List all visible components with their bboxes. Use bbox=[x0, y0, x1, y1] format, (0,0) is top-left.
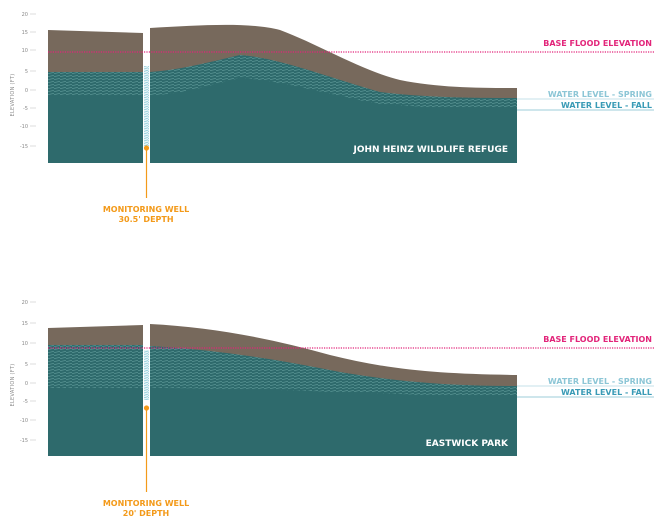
fall-saturated-zone bbox=[48, 78, 517, 163]
well-depth-label: 20' DEPTH bbox=[123, 509, 170, 518]
tick-neg10: -10 bbox=[20, 124, 36, 130]
tick-label: 20 bbox=[22, 300, 28, 306]
fall-saturated-zone bbox=[48, 388, 517, 456]
tick-10: 10 bbox=[22, 48, 36, 54]
tick-label: 15 bbox=[22, 321, 28, 327]
tick-neg10: -10 bbox=[20, 418, 36, 424]
tick-label: 0 bbox=[25, 381, 28, 387]
tick-0: 0 bbox=[25, 88, 36, 94]
tick-neg15: -15 bbox=[20, 438, 36, 444]
fall-level-label: WATER LEVEL - FALL bbox=[561, 388, 652, 397]
y-axis-label: ELEVATION (FT) bbox=[10, 364, 16, 407]
tick-15: 15 bbox=[22, 321, 36, 327]
tick-5: 5 bbox=[25, 69, 36, 75]
tick-0: 0 bbox=[25, 381, 36, 387]
well-water-column bbox=[144, 350, 149, 400]
tick-5: 5 bbox=[25, 362, 36, 368]
site-label: EASTWICK PARK bbox=[426, 439, 509, 449]
well-label: MONITORING WELL bbox=[103, 499, 189, 508]
well-bottom-marker bbox=[143, 405, 150, 411]
base-flood-label: BASE FLOOD ELEVATION bbox=[543, 39, 652, 48]
ground-section bbox=[48, 324, 517, 456]
well-label: MONITORING WELL bbox=[103, 205, 189, 214]
tick-neg15: -15 bbox=[20, 144, 36, 150]
tick-15: 15 bbox=[22, 30, 36, 36]
monitoring-well: MONITORING WELL 20' DEPTH bbox=[103, 320, 189, 518]
tick-20: 20 bbox=[22, 12, 36, 18]
y-axis-label: ELEVATION (FT) bbox=[10, 74, 16, 117]
tick-label: 0 bbox=[25, 88, 28, 94]
spring-level-label: WATER LEVEL - SPRING bbox=[548, 90, 652, 99]
well-depth-label: 30.5' DEPTH bbox=[118, 215, 173, 224]
fall-level-label: WATER LEVEL - FALL bbox=[561, 101, 652, 110]
tick-label: -10 bbox=[20, 418, 28, 424]
tick-label: 10 bbox=[22, 48, 28, 54]
tick-20: 20 bbox=[22, 300, 36, 306]
tick-label: 15 bbox=[22, 30, 28, 36]
well-bottom-marker bbox=[143, 145, 150, 151]
tick-label: -15 bbox=[20, 144, 28, 150]
tick-label: -10 bbox=[20, 124, 28, 130]
well-water-column bbox=[144, 66, 149, 146]
y-axis: ELEVATION (FT) 20 15 10 5 0 -5 -10 -15 bbox=[10, 300, 36, 444]
tick-label: 10 bbox=[22, 341, 28, 347]
tick-10: 10 bbox=[22, 341, 36, 347]
tick-label: 5 bbox=[25, 69, 28, 75]
spring-level-label: WATER LEVEL - SPRING bbox=[548, 377, 652, 386]
chart-john-heinz: ELEVATION (FT) 20 15 10 5 0 -5 -10 -15 M… bbox=[10, 12, 654, 224]
tick-label: -15 bbox=[20, 438, 28, 444]
tick-label: 20 bbox=[22, 12, 28, 18]
tick-label: -5 bbox=[23, 106, 28, 112]
chart-eastwick-park: ELEVATION (FT) 20 15 10 5 0 -5 -10 -15 M… bbox=[10, 300, 654, 518]
y-axis: ELEVATION (FT) 20 15 10 5 0 -5 -10 -15 bbox=[10, 12, 36, 150]
ground-section bbox=[48, 24, 517, 163]
monitoring-well: MONITORING WELL 30.5' DEPTH bbox=[103, 26, 189, 224]
base-flood-label: BASE FLOOD ELEVATION bbox=[543, 335, 652, 344]
tick-neg5: -5 bbox=[23, 106, 36, 112]
site-label: JOHN HEINZ WILDLIFE REFUGE bbox=[353, 145, 508, 155]
tick-neg5: -5 bbox=[23, 399, 36, 405]
tick-label: 5 bbox=[25, 362, 28, 368]
tick-label: -5 bbox=[23, 399, 28, 405]
